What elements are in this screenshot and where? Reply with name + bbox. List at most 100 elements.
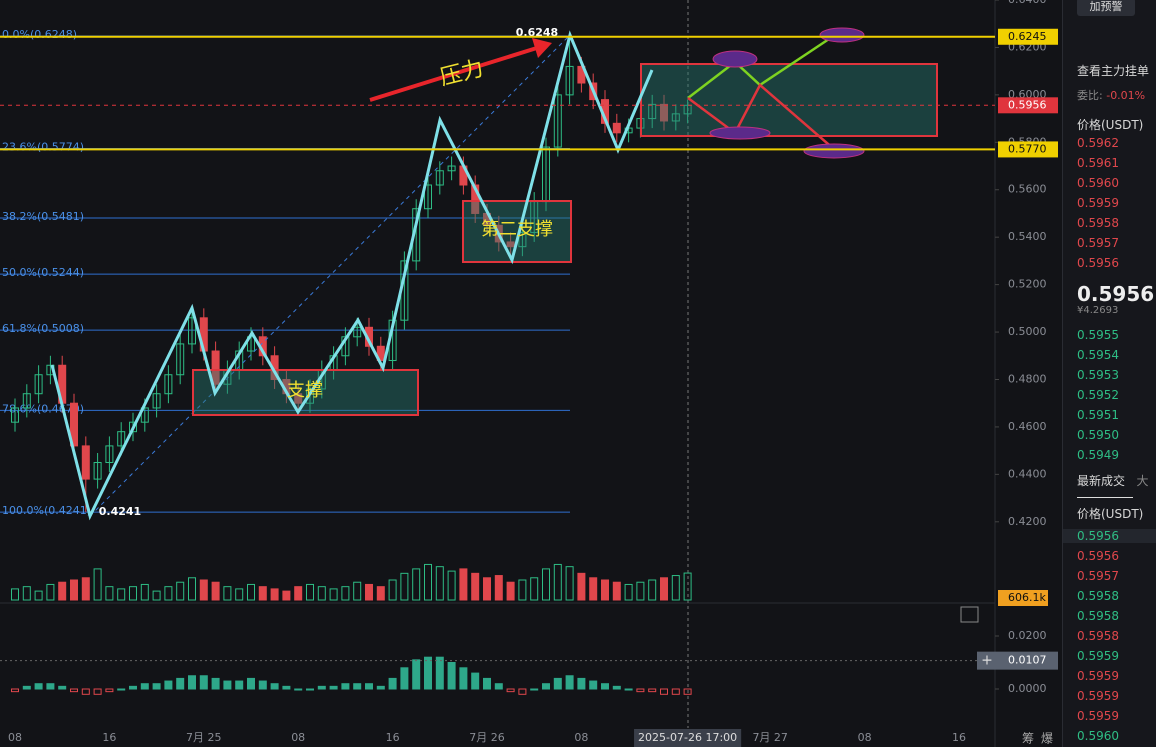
second-support-box — [462, 200, 572, 263]
macd-bar — [589, 680, 598, 690]
expand-icon[interactable] — [960, 606, 979, 623]
volume-bar — [636, 581, 645, 601]
trades-tab[interactable]: 大 — [1136, 474, 1149, 488]
macd-bar — [235, 680, 244, 690]
candle-body — [306, 388, 314, 404]
volume-bar — [435, 566, 444, 601]
y-tick-label: 0.4800 — [1008, 372, 1047, 385]
trade-price: 0.5956 — [1063, 529, 1156, 543]
macd-bar — [624, 688, 633, 691]
macd-bar — [11, 688, 19, 693]
x-tick-label: 16 — [952, 731, 966, 744]
candle-body — [376, 345, 385, 362]
ask-price: 0.5961 — [1077, 156, 1119, 170]
macd-bar — [46, 683, 55, 690]
macd-bar — [176, 677, 185, 690]
macd-bar — [105, 688, 114, 693]
volume-bar — [447, 570, 456, 601]
volume-bar — [388, 579, 397, 601]
volume-bar — [46, 583, 55, 601]
volume-bar — [424, 563, 432, 601]
volume-tag-label: 606.1k — [1008, 591, 1046, 604]
last-price: 0.5956 — [1077, 282, 1155, 306]
bottom-icon[interactable]: 爆 — [1041, 732, 1053, 746]
high-label: 0.6248 — [516, 26, 558, 39]
volume-bar — [188, 577, 196, 601]
bid-price: 0.5949 — [1077, 448, 1119, 462]
macd-bar — [530, 688, 539, 691]
price-tag — [998, 141, 1058, 158]
volume-bar — [624, 583, 633, 601]
view-orders[interactable]: 查看主力挂单 — [1077, 64, 1150, 78]
fib-trend — [89, 34, 571, 517]
volume-bar — [199, 579, 208, 601]
trade-price: 0.5959 — [1077, 649, 1119, 663]
macd-tag — [977, 651, 1058, 670]
macd-bar — [601, 683, 609, 690]
target-ellipse — [819, 27, 865, 43]
candle-body — [11, 407, 19, 423]
price-tag — [998, 28, 1058, 45]
trade-price: 0.5959 — [1077, 689, 1119, 703]
x-tick-label: 7月 26 — [469, 731, 505, 744]
candle-body — [294, 393, 303, 404]
candle-body — [553, 94, 562, 148]
side-panel: 加预警 查看主力挂单 委比: -0.01% 价格(USDT) 0.5962 0.5… — [1062, 0, 1156, 747]
x-tick-label: 2025-07-26 17:00 — [638, 731, 737, 744]
macd-bar — [282, 685, 291, 690]
volume-bar — [329, 588, 338, 601]
fib-label: 0.0%(0.6248) — [2, 28, 77, 41]
volume-bar — [58, 581, 67, 601]
bottom-icon[interactable]: 筹 — [1022, 732, 1034, 746]
trade-price: 0.5957 — [1077, 569, 1119, 583]
alert-button[interactable]: 加预警 — [1077, 0, 1135, 16]
macd-bar — [258, 680, 267, 690]
candle-body — [577, 65, 586, 84]
volume-bar — [270, 588, 279, 601]
candle-body — [211, 350, 220, 385]
candle-body — [81, 445, 90, 480]
macd-bar — [424, 656, 432, 690]
trades-tab[interactable]: 最新成交 — [1077, 474, 1126, 488]
wave-line — [50, 30, 654, 521]
volume-bar — [459, 568, 468, 601]
macd-bar — [577, 677, 586, 690]
plus-icon: + — [981, 653, 993, 669]
macd-bar — [671, 688, 680, 695]
macd-bar — [542, 683, 550, 690]
bid-price: 0.5951 — [1077, 408, 1119, 422]
macd-bar — [188, 675, 196, 690]
x-tick-label: 08 — [574, 731, 588, 744]
macd-bar — [93, 688, 102, 695]
candle-body — [140, 407, 149, 423]
macd-bar — [129, 685, 137, 690]
ratio-title: 委比: — [1077, 89, 1103, 102]
price-tag-label: 0.5956 — [1008, 98, 1047, 111]
price-tag-label: 0.6245 — [1008, 30, 1047, 43]
volume-bar — [518, 579, 527, 601]
macd-bar — [483, 677, 491, 690]
volume-bar — [282, 590, 291, 601]
price-tag-label: 0.5770 — [1008, 142, 1047, 155]
volume-bar — [376, 586, 385, 601]
macd-bar — [471, 672, 480, 690]
volume-bar — [542, 568, 550, 601]
y-tick-label: 0.5400 — [1008, 230, 1047, 243]
candle-body — [93, 462, 102, 480]
candle-body — [648, 103, 657, 120]
target-ellipse — [803, 143, 865, 159]
volume-bar — [258, 586, 267, 601]
y-tick-label: 0.6400 — [1008, 0, 1047, 6]
volume-bar — [117, 588, 126, 601]
ratio-value: -0.01% — [1106, 89, 1146, 102]
macd-bar — [117, 688, 126, 691]
macd-bar — [400, 667, 409, 690]
macd-bar — [81, 688, 90, 695]
y-tick-label: 0.5200 — [1008, 278, 1047, 291]
macd-bar — [247, 677, 255, 690]
candle-body — [22, 393, 31, 409]
trades-header: 价格(USDT) — [1077, 507, 1144, 521]
volume-bar — [223, 586, 232, 601]
trade-price: 0.5956 — [1077, 549, 1119, 563]
